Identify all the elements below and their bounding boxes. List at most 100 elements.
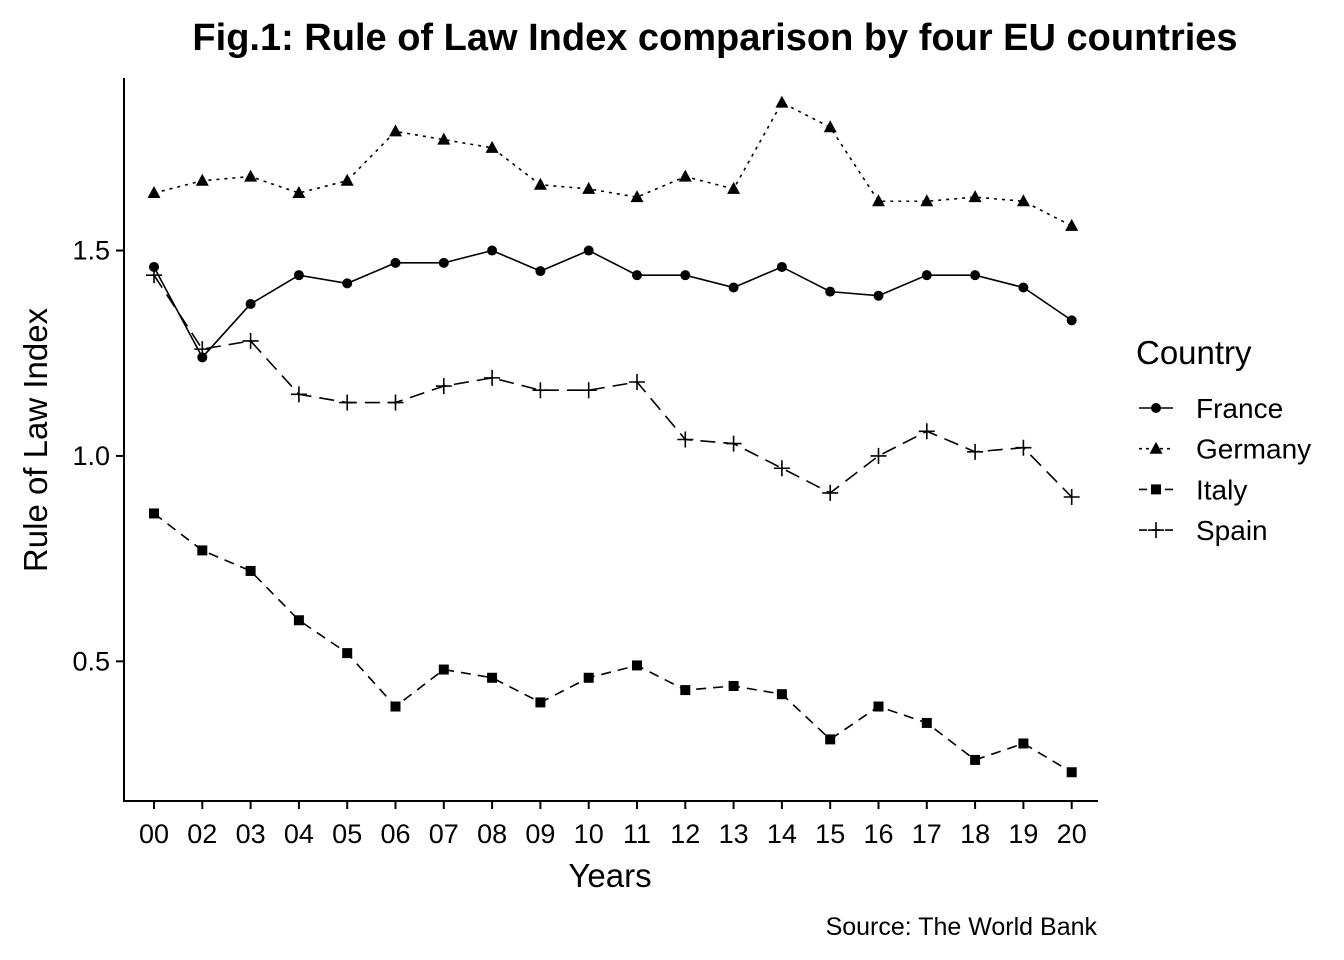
- series-italy: [149, 508, 1077, 778]
- legend-title: Country: [1136, 334, 1252, 371]
- source-caption: Source: The World Bank: [826, 913, 1098, 941]
- y-tick-label: 1.0: [72, 441, 110, 471]
- data-point-italy: [197, 545, 208, 556]
- data-point-spain: [822, 484, 839, 501]
- x-tick-label: 13: [719, 819, 749, 849]
- x-tick-label: 02: [187, 819, 217, 849]
- data-point-germany: [920, 194, 934, 207]
- x-tick-label: 15: [815, 819, 845, 849]
- x-tick-label: 05: [332, 819, 362, 849]
- data-point-germany: [727, 181, 741, 194]
- data-point-germany: [630, 190, 644, 203]
- data-point-france: [680, 270, 691, 281]
- data-point-france: [293, 270, 304, 281]
- data-point-germany: [823, 120, 837, 133]
- data-point-germany: [533, 177, 547, 190]
- data-point-italy: [1018, 738, 1029, 749]
- data-point-france: [342, 278, 353, 289]
- data-point-france: [1018, 282, 1029, 293]
- x-axis-title: Years: [568, 857, 651, 894]
- data-point-germany: [340, 173, 354, 186]
- data-point-italy: [873, 701, 884, 712]
- data-point-spain: [918, 423, 935, 440]
- plot-area: 0.5 1.0 1.5 00 02 03 04 05 06 07 08 09 10 11 12 13 14 15…: [72, 78, 1098, 849]
- series-france: [149, 245, 1077, 363]
- data-point-spain: [290, 386, 307, 403]
- data-point-france: [438, 257, 449, 268]
- legend-label-italy: Italy: [1196, 474, 1247, 505]
- data-point-france: [197, 352, 208, 363]
- legend-marker-spain: [1148, 522, 1164, 539]
- legend: Country France Germany Italy Spain: [1136, 334, 1311, 546]
- legend-label-france: France: [1196, 393, 1283, 424]
- data-point-italy: [293, 615, 304, 626]
- data-point-italy: [728, 680, 739, 691]
- data-point-italy: [776, 689, 787, 700]
- data-point-france: [535, 266, 546, 277]
- x-axis: 00 02 03 04 05 06 07 08 09 10 11 12 13 14 15 16 17 18 19 20: [139, 801, 1087, 849]
- data-point-spain: [484, 369, 501, 386]
- data-point-italy: [680, 685, 691, 696]
- data-point-germany: [872, 194, 885, 207]
- data-point-germany: [437, 132, 451, 145]
- data-point-italy: [245, 565, 256, 576]
- data-point-germany: [775, 95, 789, 108]
- x-tick-label: 18: [960, 819, 990, 849]
- data-point-france: [583, 245, 594, 256]
- y-tick-label: 0.5: [72, 646, 110, 676]
- series-spain: [146, 267, 1080, 506]
- series-layer: [146, 95, 1080, 778]
- data-point-spain: [725, 435, 742, 452]
- data-point-spain: [580, 382, 597, 399]
- data-point-france: [970, 270, 981, 281]
- data-point-italy: [438, 664, 449, 675]
- data-point-spain: [146, 267, 162, 284]
- data-point-germany: [244, 169, 258, 182]
- data-point-italy: [149, 508, 159, 519]
- data-point-france: [776, 261, 787, 272]
- legend-marker-germany: [1149, 441, 1163, 454]
- x-tick-label: 20: [1057, 819, 1087, 849]
- x-tick-label: 16: [863, 819, 893, 849]
- data-point-spain: [967, 443, 984, 460]
- series-line-germany: [153, 101, 1073, 227]
- legend-item-italy: Italy: [1139, 474, 1247, 505]
- x-tick-label: 19: [1008, 819, 1038, 849]
- data-point-germany: [678, 169, 692, 182]
- data-point-germany: [485, 140, 499, 153]
- data-point-germany: [389, 124, 402, 137]
- series-line-italy: [153, 512, 1073, 773]
- x-tick-label: 06: [380, 819, 410, 849]
- x-tick-label: 08: [477, 819, 507, 849]
- data-point-italy: [632, 660, 642, 671]
- data-point-spain: [1063, 489, 1080, 506]
- data-point-germany: [968, 190, 982, 203]
- data-point-germany: [195, 173, 209, 186]
- x-tick-label: 11: [623, 819, 651, 849]
- x-tick-label: 07: [429, 819, 459, 849]
- data-point-spain: [629, 373, 645, 390]
- x-tick-label: 00: [139, 819, 169, 849]
- legend-label-spain: Spain: [1196, 515, 1268, 546]
- data-point-spain: [532, 382, 549, 399]
- y-axis: 0.5 1.0 1.5: [72, 236, 124, 676]
- data-point-spain: [194, 341, 211, 358]
- data-point-spain: [435, 378, 452, 395]
- data-point-france: [1066, 315, 1077, 326]
- data-point-germany: [582, 181, 596, 194]
- data-point-italy: [390, 701, 401, 712]
- data-point-france: [245, 298, 256, 309]
- legend-label-germany: Germany: [1196, 434, 1311, 465]
- x-tick-label: 03: [236, 819, 266, 849]
- data-point-germany: [292, 186, 306, 199]
- y-axis-title: Rule of Law Index: [17, 307, 54, 572]
- data-point-france: [921, 270, 932, 281]
- legend-item-spain: Spain: [1139, 515, 1268, 546]
- data-point-france: [632, 270, 642, 281]
- x-tick-label: 09: [525, 819, 555, 849]
- data-point-germany: [147, 186, 161, 199]
- data-point-france: [825, 286, 836, 297]
- data-point-germany: [1016, 194, 1030, 207]
- data-point-spain: [339, 394, 356, 411]
